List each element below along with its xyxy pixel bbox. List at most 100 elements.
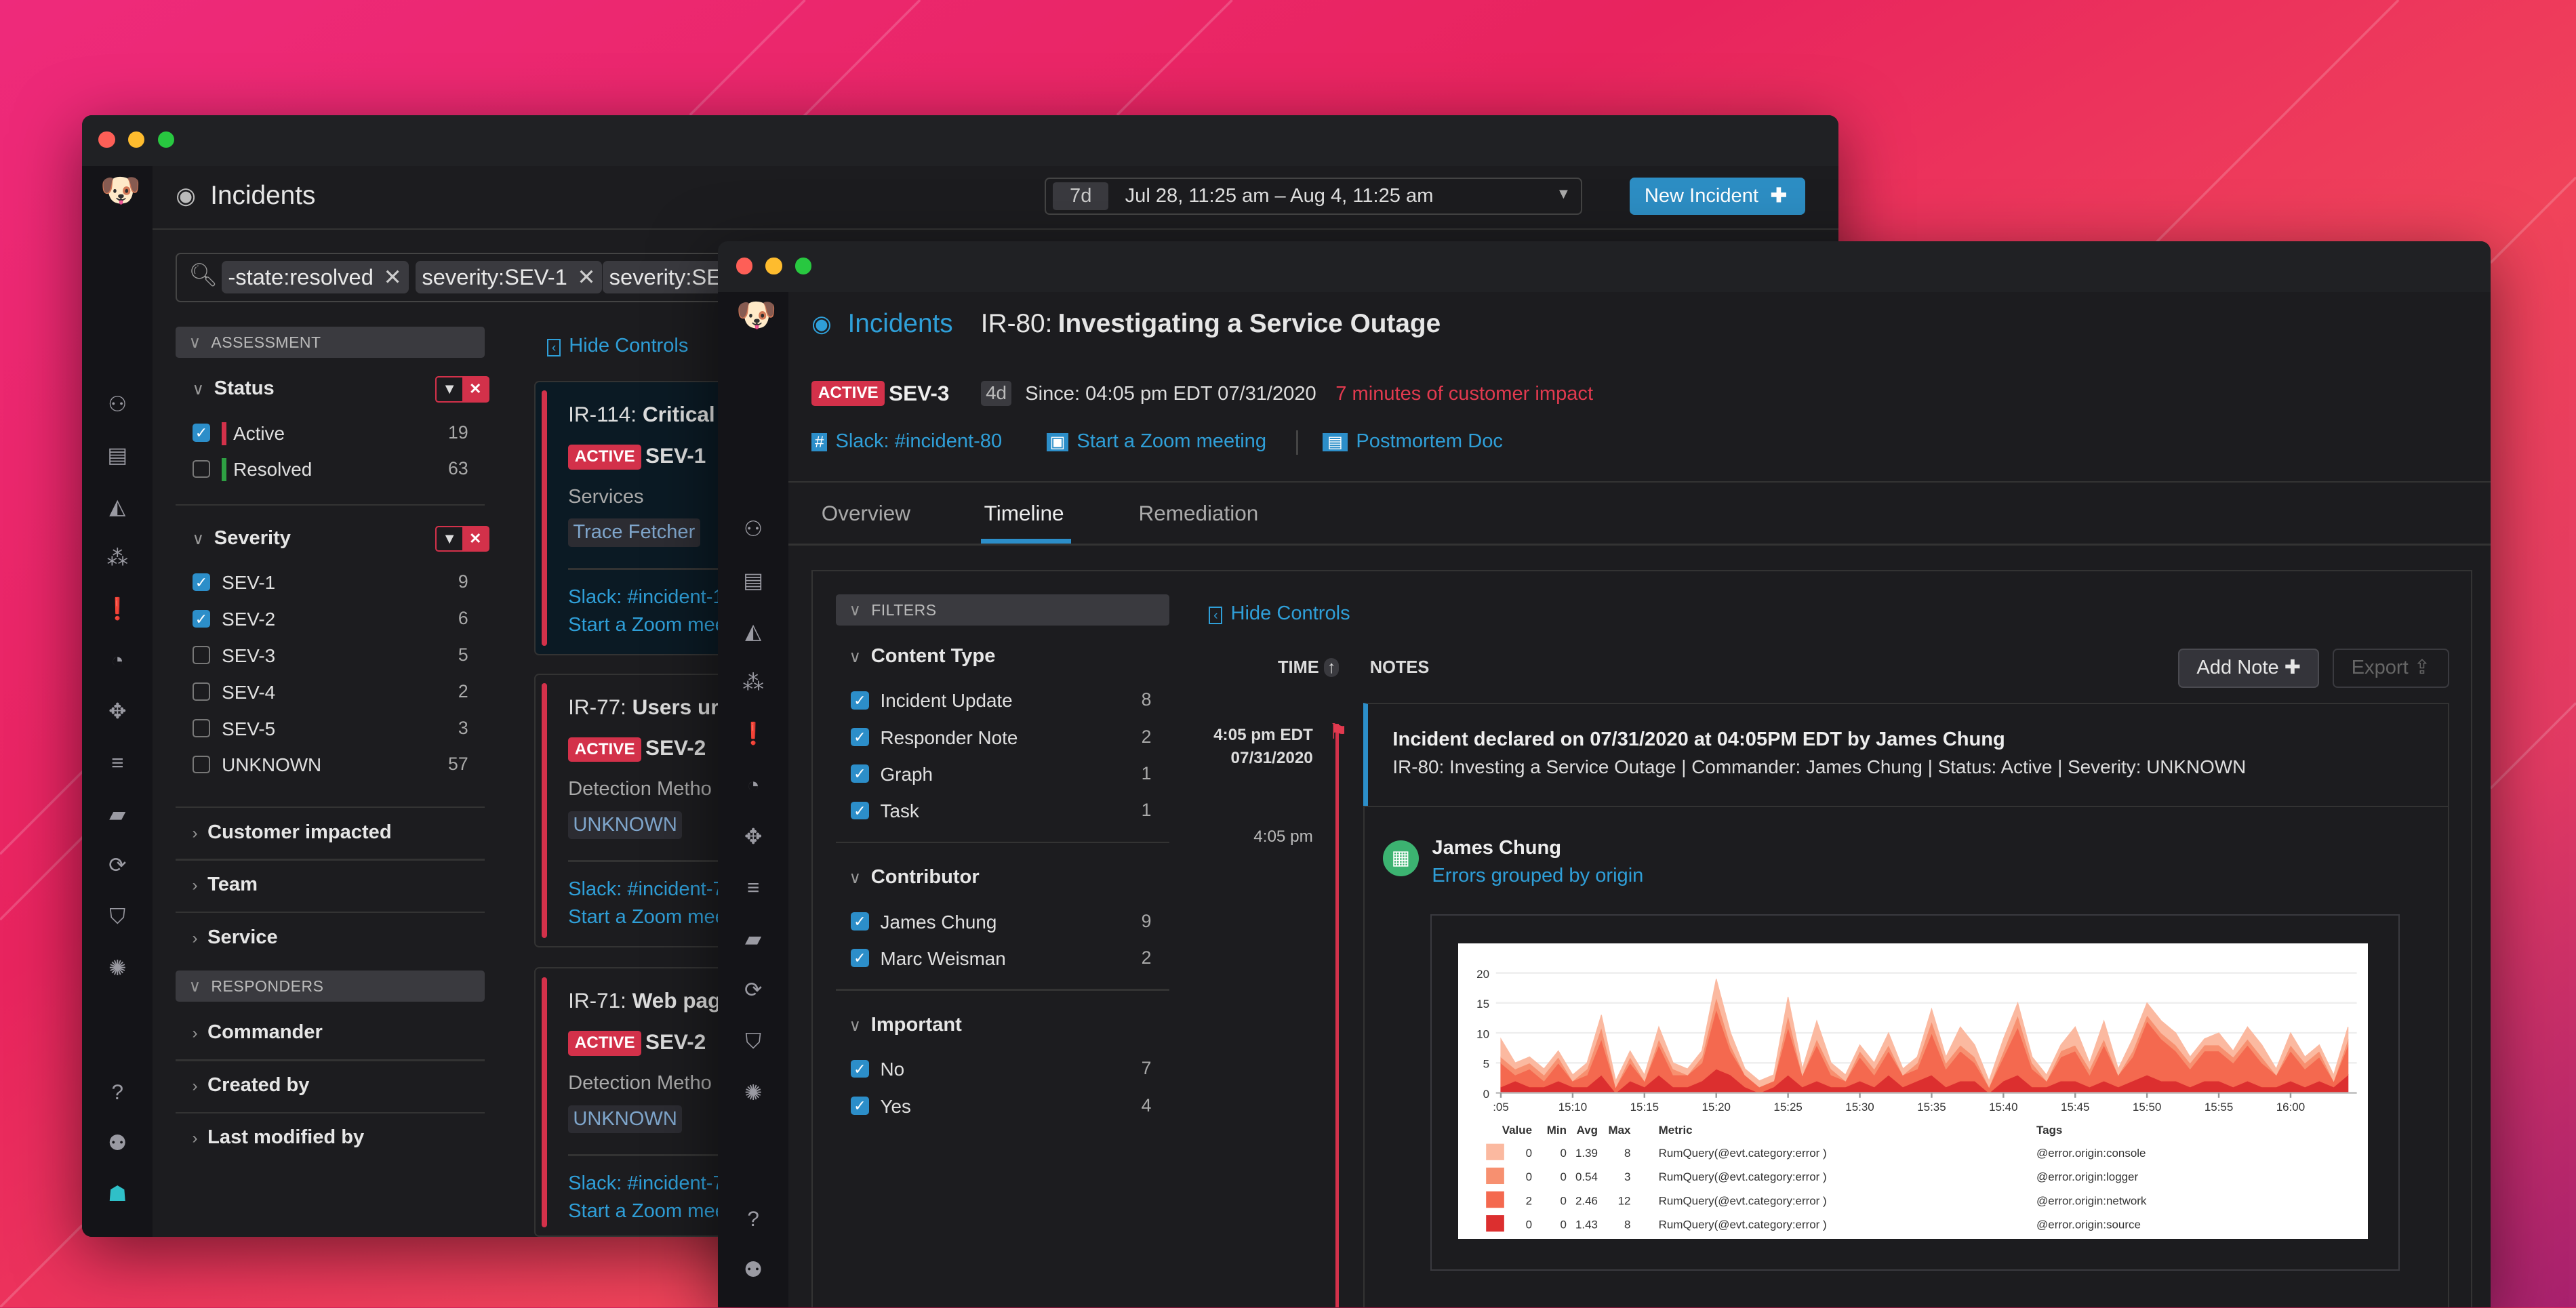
user-profile-icon[interactable]: ☗ xyxy=(108,1181,127,1206)
notebook-icon[interactable]: ▰ xyxy=(745,926,762,951)
close-window-button[interactable] xyxy=(98,131,115,148)
checkbox[interactable]: ✓ xyxy=(850,691,869,710)
minimize-window-button[interactable] xyxy=(128,131,145,148)
filter-group-important[interactable]: ∨ Important xyxy=(849,1014,961,1036)
clear-filter-icon[interactable]: ✕ xyxy=(462,527,489,551)
filter-group-last-modified-by[interactable]: › Last modified by xyxy=(193,1126,365,1149)
checkbox[interactable] xyxy=(192,646,211,665)
export-button[interactable]: Export ⇪ xyxy=(2332,648,2449,688)
gauge-icon[interactable]: ◔ xyxy=(110,647,124,672)
assessment-section-header[interactable]: ∨ ASSESSMENT xyxy=(176,327,485,359)
tab-timeline[interactable]: Timeline xyxy=(984,501,1064,526)
breadcrumb-incidents[interactable]: Incidents xyxy=(847,308,953,338)
binoculars-icon[interactable]: ⚇ xyxy=(108,391,127,416)
integrations-icon[interactable]: ✥ xyxy=(108,699,127,724)
postmortem-link[interactable]: ▤ Postmortem Doc xyxy=(1322,430,1503,453)
chart-area-icon[interactable]: ◭ xyxy=(109,494,126,518)
incidents-icon[interactable]: ❗ xyxy=(104,596,131,621)
filter-icon[interactable]: ▼ xyxy=(442,529,457,547)
zoom-link[interactable]: ▣ Start a Zoom meeting xyxy=(1046,430,1266,453)
checkbox[interactable]: ✓ xyxy=(850,949,869,967)
services-icon[interactable]: ⁂ xyxy=(106,545,129,570)
datadog-logo-icon[interactable]: 🐶 xyxy=(736,297,778,334)
logs-icon[interactable]: ≡ xyxy=(746,875,760,900)
incident-declared-event[interactable]: Incident declared on 07/31/2020 at 04:05… xyxy=(1363,702,2449,806)
checkbox[interactable]: ✓ xyxy=(850,728,869,746)
checkbox[interactable] xyxy=(192,718,211,737)
security-icon[interactable]: ⛉ xyxy=(745,1029,761,1054)
users-icon[interactable]: ⚉ xyxy=(108,1130,127,1156)
datadog-logo-icon[interactable]: 🐶 xyxy=(100,172,142,209)
clear-filter-icon[interactable]: ✕ xyxy=(462,377,489,401)
users-icon[interactable]: ⚉ xyxy=(744,1256,763,1282)
slack-link[interactable]: # Slack: #incident-80 xyxy=(811,430,1002,453)
help-icon[interactable]: ? xyxy=(747,1206,759,1231)
new-incident-button[interactable]: New Incident ✚ xyxy=(1630,177,1806,216)
zoom-link[interactable]: Start a Zoom mee xyxy=(568,1200,726,1223)
settings-icon[interactable]: ✺ xyxy=(744,1080,763,1105)
checkbox[interactable] xyxy=(192,682,211,701)
incident-card-title[interactable]: IR-71: Web pag xyxy=(568,988,721,1013)
binoculars-icon[interactable]: ⚇ xyxy=(744,516,763,541)
checkbox[interactable]: ✓ xyxy=(192,609,211,628)
monitors-icon[interactable]: ⟳ xyxy=(744,977,763,1002)
filter-group-team[interactable]: › Team xyxy=(193,874,258,896)
add-note-button[interactable]: Add Note ✚ xyxy=(2178,648,2320,688)
time-column-header[interactable]: TIME ↑ xyxy=(1278,658,1340,678)
search-filter-chip[interactable]: severity:SE xyxy=(602,260,728,294)
graph-title-link[interactable]: Errors grouped by origin xyxy=(1432,865,1644,887)
filter-icon[interactable]: ▼ xyxy=(442,380,457,397)
filter-group-content-type[interactable]: ∨ Content Type xyxy=(849,645,995,668)
close-window-button[interactable] xyxy=(736,258,752,274)
services-icon[interactable]: ⁂ xyxy=(742,670,764,695)
checkbox[interactable]: ✓ xyxy=(850,912,869,931)
checkbox[interactable]: ✓ xyxy=(850,1059,869,1078)
chart-area-icon[interactable]: ◭ xyxy=(745,619,762,644)
checkbox[interactable]: ✓ xyxy=(192,573,211,592)
incident-card-title[interactable]: IR-114: Critical xyxy=(568,402,715,427)
slack-link[interactable]: Slack: #incident-1 xyxy=(568,586,724,608)
remove-chip-icon[interactable]: ✕ xyxy=(383,264,402,289)
incident-card[interactable]: IR-71: Web pag ACTIVE SEV-2 Detection Metho… xyxy=(534,967,748,1237)
slack-link[interactable]: Slack: #incident-7 xyxy=(568,878,724,901)
search-filter-chip[interactable]: severity:SEV-1 ✕ xyxy=(415,260,603,294)
checkbox[interactable] xyxy=(192,459,211,478)
monitors-icon[interactable]: ⟳ xyxy=(108,853,127,878)
filters-section-header[interactable]: ∨ FILTERS xyxy=(836,594,1170,626)
search-bar[interactable]: 🔍︎ -state:resolved ✕ severity:SEV-1 ✕ severi… xyxy=(176,253,833,302)
tab-remediation[interactable]: Remediation xyxy=(1138,501,1259,526)
incident-card-title[interactable]: IR-77: Users ur xyxy=(568,695,719,720)
filter-group-commander[interactable]: › Commander xyxy=(193,1021,323,1044)
integrations-icon[interactable]: ✥ xyxy=(744,823,763,849)
filter-group-created-by[interactable]: › Created by xyxy=(193,1074,310,1097)
incidents-icon[interactable]: ❗ xyxy=(740,721,767,746)
zoom-link[interactable]: Start a Zoom mee xyxy=(568,613,726,636)
date-range-picker[interactable]: 7d Jul 28, 11:25 am – Aug 4, 11:25 am ▼ xyxy=(1045,177,1582,216)
minimize-window-button[interactable] xyxy=(765,258,782,274)
logs-icon[interactable]: ≡ xyxy=(111,750,124,775)
graph-event[interactable]: ▦ James Chung Errors grouped by origin 0… xyxy=(1363,806,2449,1308)
maximize-window-button[interactable] xyxy=(157,131,174,148)
incident-card[interactable]: IR-114: Critical ACTIVE SEV-1 Services Trace… xyxy=(534,381,748,655)
hide-controls-button[interactable]: ‹ Hide Controls xyxy=(1209,602,1350,625)
tab-overview[interactable]: Overview xyxy=(821,501,910,526)
filter-group-status[interactable]: ∨ Status xyxy=(193,377,275,400)
checkbox[interactable]: ✓ xyxy=(850,1096,869,1115)
zoom-link[interactable]: Start a Zoom mee xyxy=(568,906,726,928)
help-icon[interactable]: ? xyxy=(111,1080,124,1105)
hide-controls-button[interactable]: ‹ Hide Controls xyxy=(547,335,688,357)
gauge-icon[interactable]: ◔ xyxy=(746,773,760,798)
list-icon[interactable]: ▤ xyxy=(107,443,128,468)
filter-group-service[interactable]: › Service xyxy=(193,926,278,949)
search-filter-chip[interactable]: -state:resolved ✕ xyxy=(221,260,409,294)
notebook-icon[interactable]: ▰ xyxy=(109,801,126,826)
remove-chip-icon[interactable]: ✕ xyxy=(577,264,596,289)
security-icon[interactable]: ⛉ xyxy=(109,903,126,928)
slack-link[interactable]: Slack: #incident-7 xyxy=(568,1172,724,1194)
settings-icon[interactable]: ✺ xyxy=(108,955,127,980)
checkbox[interactable]: ✓ xyxy=(192,424,211,442)
maximize-window-button[interactable] xyxy=(794,258,812,274)
checkbox[interactable] xyxy=(192,755,211,774)
incident-card[interactable]: IR-77: Users ur ACTIVE SEV-2 Detection Meth… xyxy=(534,673,748,948)
